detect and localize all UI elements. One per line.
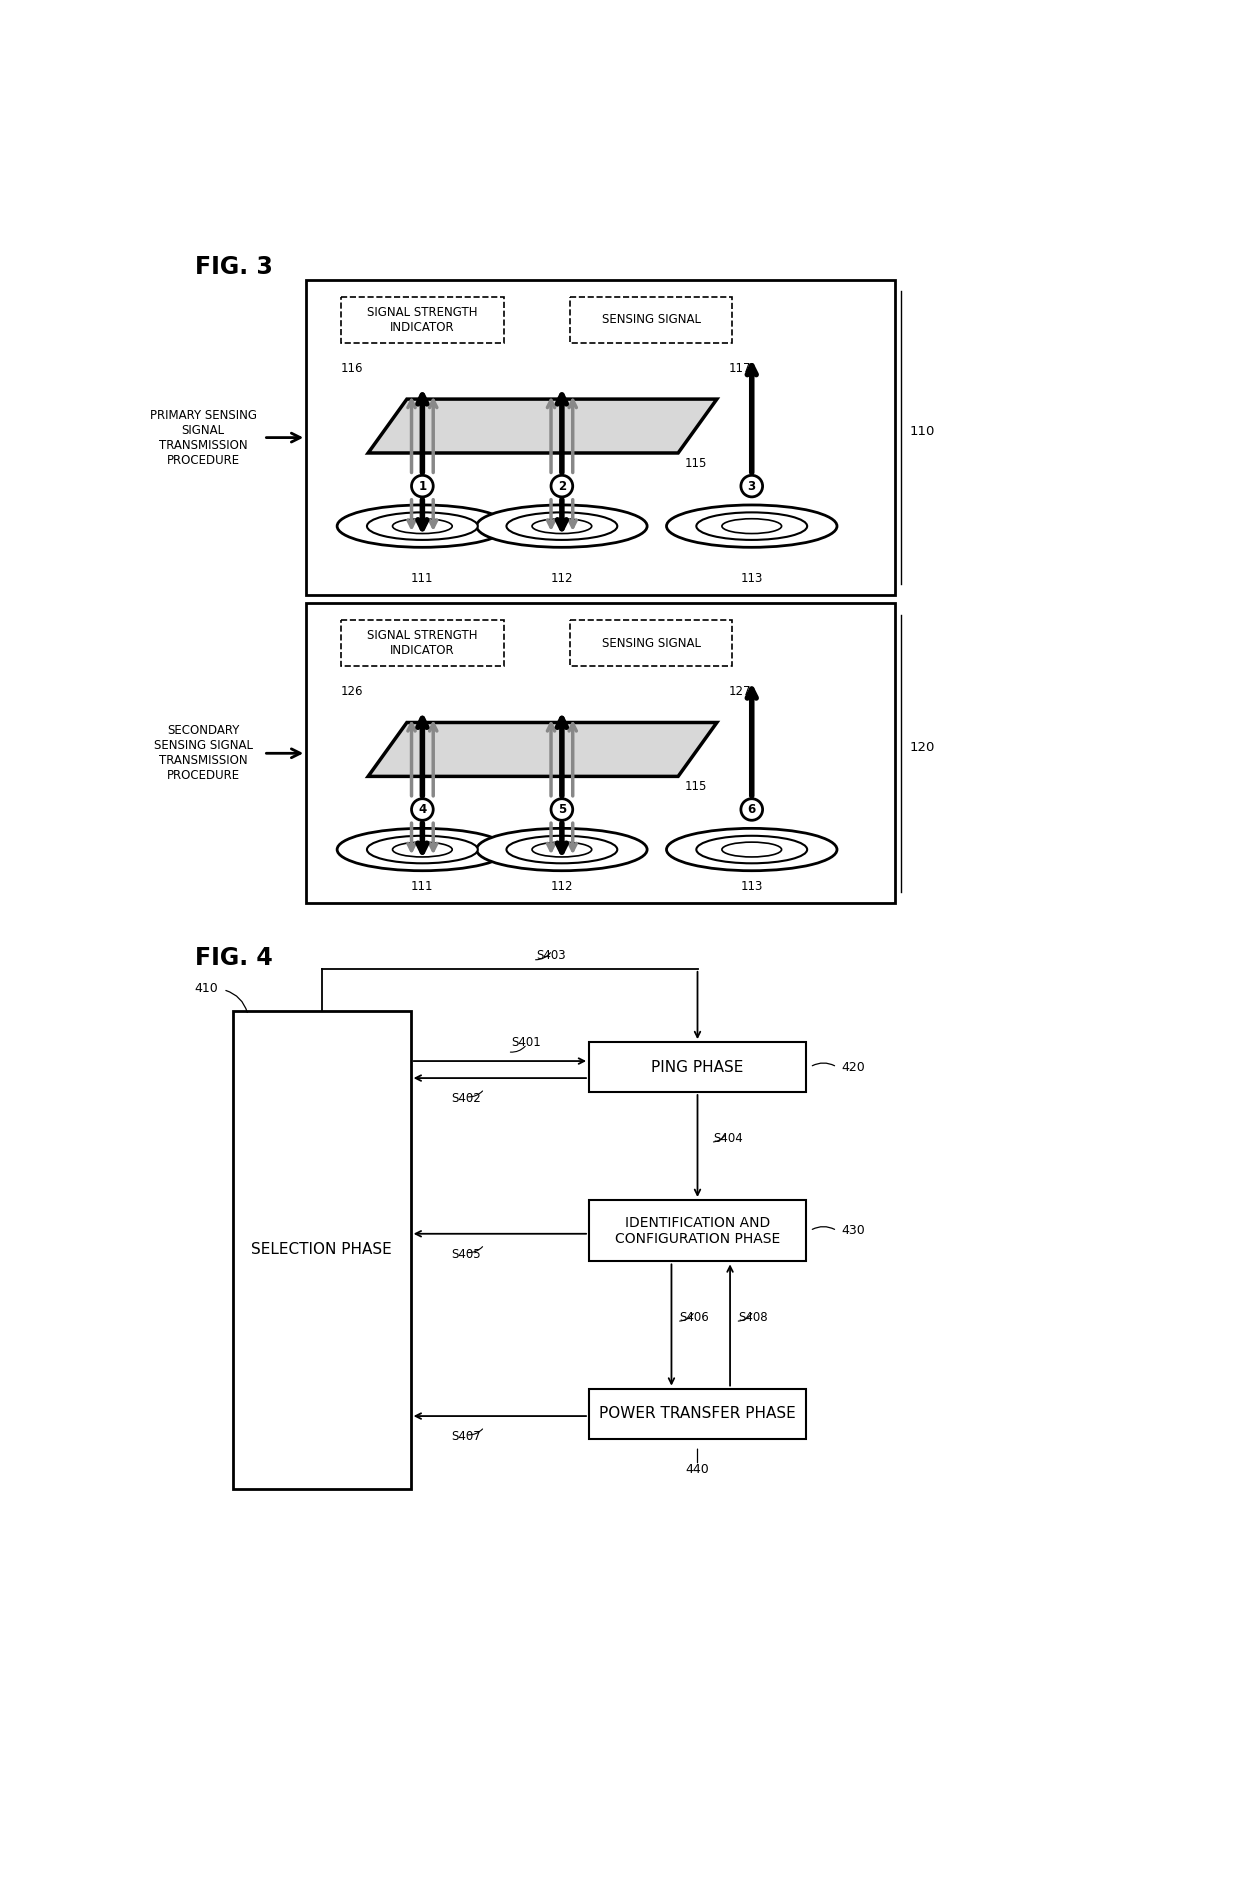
- Text: 117: 117: [729, 361, 751, 375]
- Text: 115: 115: [684, 781, 707, 792]
- Text: S402: S402: [451, 1092, 481, 1105]
- Ellipse shape: [697, 836, 807, 864]
- Ellipse shape: [667, 828, 837, 871]
- Text: 115: 115: [684, 457, 707, 470]
- Polygon shape: [368, 723, 717, 777]
- Ellipse shape: [532, 841, 591, 856]
- Ellipse shape: [697, 512, 807, 540]
- Text: PRIMARY SENSING
SIGNAL
TRANSMISSION
PROCEDURE: PRIMARY SENSING SIGNAL TRANSMISSION PROC…: [150, 408, 257, 467]
- Bar: [233, 1011, 410, 1489]
- Text: SECONDARY
SENSING SIGNAL
TRANSMISSION
PROCEDURE: SECONDARY SENSING SIGNAL TRANSMISSION PR…: [154, 725, 253, 783]
- Text: FIG. 4: FIG. 4: [196, 947, 273, 969]
- Text: SIGNAL STRENGTH
INDICATOR: SIGNAL STRENGTH INDICATOR: [367, 629, 477, 657]
- Ellipse shape: [667, 504, 837, 548]
- Text: 440: 440: [686, 1462, 709, 1475]
- Ellipse shape: [506, 836, 618, 864]
- Text: 116: 116: [341, 361, 363, 375]
- Text: S403: S403: [537, 949, 567, 962]
- Text: S407: S407: [451, 1430, 481, 1443]
- Text: SENSING SIGNAL: SENSING SIGNAL: [601, 636, 701, 649]
- Circle shape: [742, 798, 763, 821]
- Text: 112: 112: [551, 572, 573, 585]
- Text: 126: 126: [341, 685, 363, 698]
- Ellipse shape: [367, 836, 477, 864]
- Text: 120: 120: [909, 742, 935, 755]
- Bar: [589, 1389, 806, 1438]
- Text: 430: 430: [841, 1223, 864, 1236]
- Text: S401: S401: [511, 1035, 541, 1048]
- Text: 112: 112: [551, 881, 573, 892]
- Ellipse shape: [337, 828, 507, 871]
- Text: S404: S404: [713, 1131, 743, 1144]
- Ellipse shape: [476, 504, 647, 548]
- Bar: [341, 297, 503, 343]
- Text: S405: S405: [451, 1248, 481, 1261]
- Text: IDENTIFICATION AND
CONFIGURATION PHASE: IDENTIFICATION AND CONFIGURATION PHASE: [615, 1216, 780, 1246]
- Text: 113: 113: [740, 572, 763, 585]
- Polygon shape: [368, 399, 717, 454]
- Ellipse shape: [476, 828, 647, 871]
- Text: 420: 420: [841, 1061, 864, 1073]
- Ellipse shape: [367, 512, 477, 540]
- Circle shape: [412, 798, 433, 821]
- Ellipse shape: [722, 841, 781, 856]
- Bar: [306, 602, 895, 903]
- Ellipse shape: [393, 841, 453, 856]
- Text: 4: 4: [418, 804, 427, 817]
- Text: PING PHASE: PING PHASE: [651, 1060, 744, 1075]
- Circle shape: [551, 476, 573, 497]
- Circle shape: [551, 798, 573, 821]
- Ellipse shape: [337, 504, 507, 548]
- Text: 5: 5: [558, 804, 565, 817]
- Text: 6: 6: [748, 804, 756, 817]
- Bar: [306, 280, 895, 595]
- Text: 1: 1: [418, 480, 427, 493]
- Ellipse shape: [722, 519, 781, 534]
- Text: 127: 127: [729, 685, 751, 698]
- Ellipse shape: [506, 512, 618, 540]
- Text: SELECTION PHASE: SELECTION PHASE: [252, 1242, 392, 1257]
- Bar: [569, 619, 733, 666]
- Bar: [341, 619, 503, 666]
- Text: 113: 113: [740, 881, 763, 892]
- Text: S408: S408: [738, 1312, 768, 1323]
- Circle shape: [742, 476, 763, 497]
- Text: SENSING SIGNAL: SENSING SIGNAL: [601, 312, 701, 326]
- Ellipse shape: [393, 519, 453, 534]
- Bar: [589, 1201, 806, 1261]
- Text: POWER TRANSFER PHASE: POWER TRANSFER PHASE: [599, 1406, 796, 1421]
- Circle shape: [412, 476, 433, 497]
- Ellipse shape: [532, 519, 591, 534]
- Text: 410: 410: [195, 982, 218, 996]
- Text: 110: 110: [909, 425, 935, 439]
- Text: 111: 111: [412, 572, 434, 585]
- Bar: [589, 1043, 806, 1092]
- Bar: [569, 297, 733, 343]
- Text: FIG. 3: FIG. 3: [196, 256, 273, 279]
- Text: 3: 3: [748, 480, 756, 493]
- Text: S406: S406: [680, 1312, 709, 1323]
- Text: SIGNAL STRENGTH
INDICATOR: SIGNAL STRENGTH INDICATOR: [367, 305, 477, 333]
- Text: 111: 111: [412, 881, 434, 892]
- Text: 2: 2: [558, 480, 565, 493]
